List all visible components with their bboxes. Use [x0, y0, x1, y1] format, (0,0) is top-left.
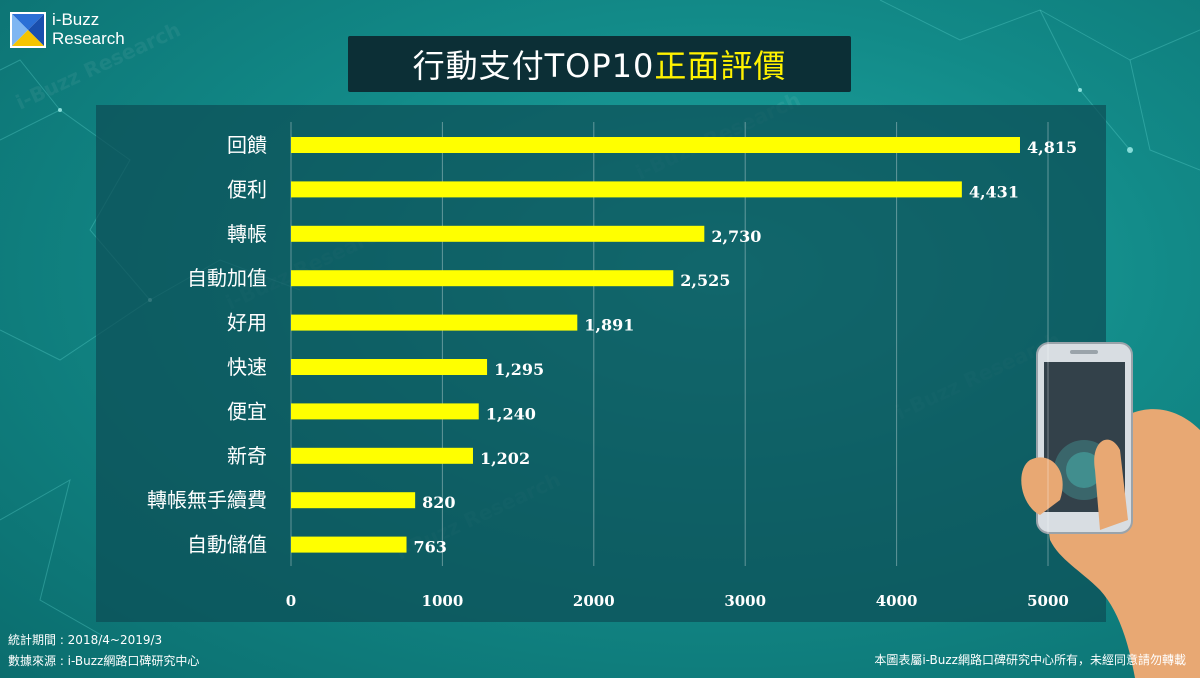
data-label: 763 [414, 538, 447, 557]
category-label: 轉帳 [227, 222, 267, 246]
logo-mark-icon [10, 12, 46, 48]
data-label: 1,891 [584, 316, 634, 335]
category-label: 自動加值 [187, 266, 267, 290]
bar-5 [291, 359, 488, 375]
bar-2 [291, 225, 705, 242]
title-highlight: 正面評價 [654, 47, 787, 85]
data-label: 1,202 [480, 449, 530, 468]
copyright-note: 本圖表屬i-Buzz網路口碑研究中心所有，未經同意請勿轉載 [874, 653, 1186, 667]
bar-9 [291, 536, 407, 553]
category-label: 自動儲值 [187, 533, 267, 557]
category-label: 快速 [227, 355, 267, 379]
data-label: 1,240 [486, 404, 536, 423]
source-note: 數據來源 : i-Buzz網路口碑研究中心 [8, 654, 200, 668]
category-label: 便宜 [227, 399, 267, 423]
category-label: 新奇 [227, 444, 267, 468]
category-label: 轉帳無手續費 [147, 488, 267, 512]
brand-subtitle: Research [52, 29, 125, 48]
bar-8 [291, 492, 416, 509]
period-note: 統計期間 : 2018/4~2019/3 [8, 633, 163, 647]
x-tick-label: 4000 [876, 592, 918, 610]
data-label: 820 [422, 493, 455, 512]
x-tick-label: 2000 [573, 592, 615, 610]
chart-title: 行動支付TOP10 正面評價 [348, 36, 851, 92]
x-tick-label: 0 [286, 592, 296, 610]
brand-name: i-Buzz [52, 10, 100, 29]
data-label: 4,431 [969, 182, 1019, 201]
brand-logo: i-Buzz Research [10, 8, 150, 52]
category-label: 便利 [227, 177, 267, 201]
data-label: 2,525 [680, 271, 730, 290]
bar-4 [291, 314, 578, 331]
bar-7 [291, 447, 473, 464]
category-label: 好用 [227, 311, 267, 335]
data-label: 4,815 [1027, 138, 1077, 157]
data-label: 2,730 [711, 227, 761, 246]
category-label: 回饋 [227, 133, 267, 157]
footer-notes: 統計期間 : 2018/4~2019/3 數據來源 : i-Buzz網路口碑研究… [8, 630, 199, 672]
bar-0 [291, 137, 1020, 153]
bar-1 [291, 181, 962, 198]
bar-6 [291, 403, 479, 420]
title-main: 行動支付TOP10 [412, 47, 655, 85]
x-tick-label: 5000 [1027, 592, 1069, 610]
data-label: 1,295 [494, 360, 544, 379]
bar-3 [291, 270, 674, 287]
x-tick-label: 1000 [422, 592, 464, 610]
x-tick-label: 3000 [724, 592, 766, 610]
